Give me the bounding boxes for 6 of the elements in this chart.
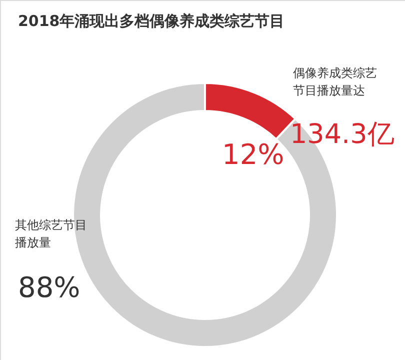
text: 134.3亿 (290, 119, 394, 150)
slice-label: 偶像养成类综艺节目播放量达 (293, 66, 377, 98)
slice-label: 其他综艺节目播放量 (15, 218, 87, 250)
data-label: 88% (18, 271, 80, 304)
chart-title: 2018年涌现出多档偶像养成类综艺节目 (18, 12, 285, 30)
data-label: 12% (222, 138, 284, 171)
